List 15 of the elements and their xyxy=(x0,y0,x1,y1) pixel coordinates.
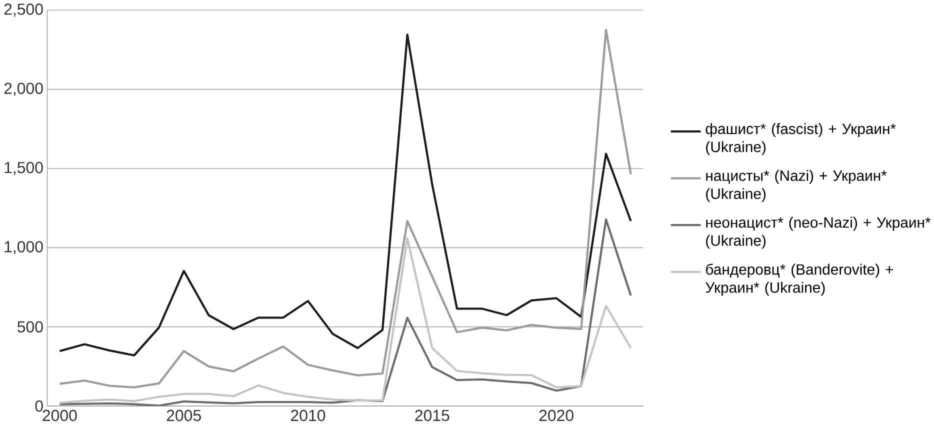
y-tick-label: 2,000 xyxy=(4,82,43,96)
x-tick-label: 2010 xyxy=(291,410,326,422)
y-tick-label: 0 xyxy=(35,400,43,412)
y-tick-label: 1,000 xyxy=(4,241,43,254)
x-tick-label: 2005 xyxy=(166,410,201,422)
legend-label: неонацист* (neo-Nazi) + Украин* (Ukraine) xyxy=(706,216,931,249)
y-tick-label: 500 xyxy=(18,321,43,333)
legend-label: фашист* (fascist) + Украин* (Ukraine) xyxy=(706,123,896,156)
y-tick-label: 2,500 xyxy=(4,4,43,17)
x-tick-label: 2000 xyxy=(42,410,77,422)
legend-label: бандеровц* (Banderovite) + Украин* (Ukraine) xyxy=(706,264,893,296)
y-tick-label: 1,500 xyxy=(4,162,43,176)
x-tick-label: 2015 xyxy=(415,410,450,422)
x-tick-label: 2020 xyxy=(539,410,574,422)
legend-label: нацисты* (Nazi) + Украин* (Ukraine) xyxy=(706,170,887,202)
